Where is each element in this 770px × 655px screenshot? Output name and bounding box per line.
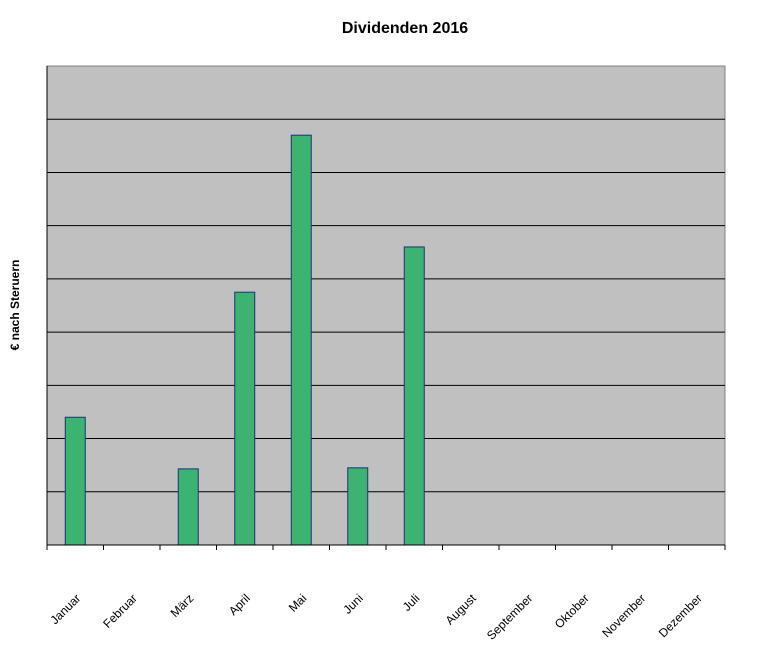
bar-mai [290, 134, 312, 546]
axes [46, 66, 726, 550]
x-tick-label: März [168, 591, 197, 620]
x-tick-label: Mai [286, 591, 310, 615]
x-tick-label: Februar [100, 591, 140, 631]
bar-m-rz [177, 468, 199, 546]
bar-januar [64, 416, 86, 546]
x-tick-label: September [484, 591, 535, 642]
bar-juli [403, 246, 425, 546]
x-tick-label: August [443, 591, 480, 628]
bar-juni [347, 467, 369, 546]
gridlines [47, 118, 725, 493]
x-tick-label: April [226, 591, 253, 618]
plot-area [46, 65, 726, 546]
x-tick-label: Juli [400, 591, 423, 614]
x-tick-labels: Januar Februar März April Mai Juni Juli August S… [48, 591, 705, 643]
x-tick-label: Januar [48, 591, 84, 627]
x-tick-label: November [599, 591, 648, 640]
y-axis-label: € nach Steruern [8, 260, 22, 351]
x-tick-label: Juni [340, 591, 365, 616]
bar-april [234, 291, 256, 546]
x-tick-label: Oktober [552, 591, 592, 631]
chart-title: Dividenden 2016 [342, 20, 468, 37]
x-tick-label: Dezember [656, 591, 705, 640]
